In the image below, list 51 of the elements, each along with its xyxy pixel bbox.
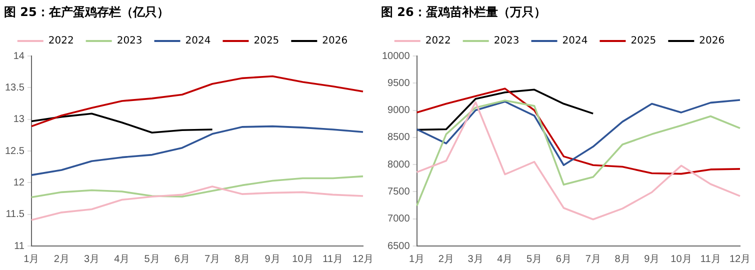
chart-title: 图 25：在产蛋鸡存栏（亿只） [3, 4, 170, 21]
x-tick-label: 12月 [352, 254, 374, 265]
y-tick-label: 6500 [388, 240, 410, 252]
x-tick-label: 10月 [670, 254, 692, 265]
x-tick-label: 4月 [114, 254, 130, 265]
x-tick-label: 1月 [409, 254, 425, 265]
x-tick-label: 9月 [264, 254, 280, 265]
legend-label: 2022 [425, 36, 451, 47]
x-tick-label: 5月 [526, 254, 542, 265]
x-tick-label: 3月 [84, 254, 100, 265]
y-tick-label: 10000 [382, 50, 410, 62]
legend-label: 2026 [699, 36, 725, 47]
chart-title: 图 26：蛋鸡苗补栏量（万只） [380, 4, 547, 21]
x-tick-label: 5月 [144, 254, 160, 265]
y-tick-label: 9500 [388, 78, 410, 89]
x-tick-label: 2月 [54, 254, 70, 265]
y-tick-label: 8000 [388, 159, 410, 170]
x-tick-label: 4月 [497, 254, 513, 265]
y-tick-label: 12 [13, 177, 25, 188]
x-tick-label: 7月 [204, 254, 220, 265]
legend-label: 2025 [254, 36, 280, 47]
legend-label: 2025 [630, 36, 656, 47]
legend-label: 2024 [562, 36, 588, 47]
y-tick-label: 13 [13, 114, 25, 126]
x-tick-label: 3月 [468, 254, 484, 265]
legend-label: 2024 [185, 36, 211, 47]
x-tick-label: 11月 [700, 254, 721, 265]
y-tick-label: 12.5 [4, 146, 25, 157]
x-tick-label: 1月 [24, 254, 40, 265]
x-tick-label: 12月 [729, 254, 751, 265]
x-tick-label: 10月 [292, 254, 314, 265]
y-tick-label: 7000 [388, 214, 410, 225]
x-tick-label: 11月 [322, 254, 344, 265]
x-tick-label: 6月 [174, 254, 190, 265]
legend-label: 2023 [116, 36, 142, 47]
legend-label: 2023 [494, 36, 520, 47]
y-tick-label: 13.5 [4, 82, 25, 94]
x-tick-label: 9月 [644, 254, 660, 265]
legend-label: 2026 [322, 36, 348, 47]
y-tick-label: 7500 [388, 186, 410, 198]
y-tick-label: 14 [13, 50, 25, 62]
x-tick-label: 7月 [585, 254, 601, 265]
y-tick-label: 9000 [388, 105, 410, 116]
x-tick-label: 2月 [438, 254, 454, 265]
x-tick-label: 8月 [614, 254, 630, 265]
y-tick-label: 8500 [388, 132, 410, 144]
legend-label: 2022 [48, 36, 74, 47]
x-tick-label: 6月 [556, 254, 572, 265]
y-tick-label: 11.5 [6, 209, 25, 220]
x-tick-label: 8月 [234, 254, 250, 265]
y-tick-label: 11 [14, 240, 25, 252]
